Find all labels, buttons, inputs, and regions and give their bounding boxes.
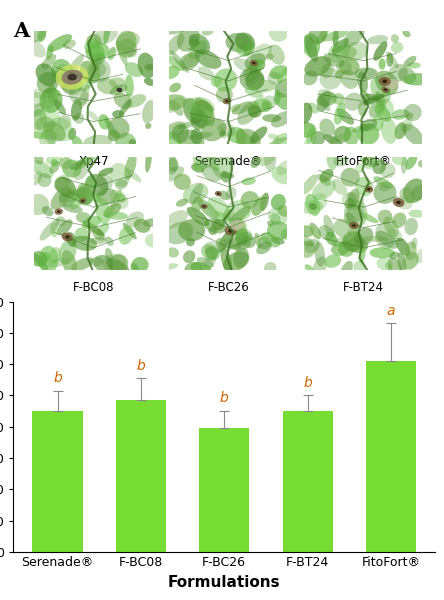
Text: FitoFort®: FitoFort®	[336, 155, 391, 168]
Text: F-BC08: F-BC08	[73, 281, 114, 294]
Bar	[32, 411, 83, 552]
Text: b: b	[220, 391, 229, 406]
Text: A: A	[13, 20, 30, 41]
Bar	[199, 428, 249, 552]
Text: Serenade®: Serenade®	[194, 155, 262, 168]
Bar	[116, 400, 166, 552]
Text: Xp47: Xp47	[78, 155, 109, 168]
Text: b: b	[136, 359, 145, 373]
Text: F-BT24: F-BT24	[343, 281, 384, 294]
Text: b: b	[303, 376, 312, 390]
Text: F-BC26: F-BC26	[207, 281, 250, 294]
Bar	[366, 361, 416, 552]
Text: b: b	[53, 371, 62, 385]
Text: a: a	[387, 304, 395, 318]
X-axis label: Formulations: Formulations	[168, 575, 281, 590]
Bar	[282, 411, 333, 552]
